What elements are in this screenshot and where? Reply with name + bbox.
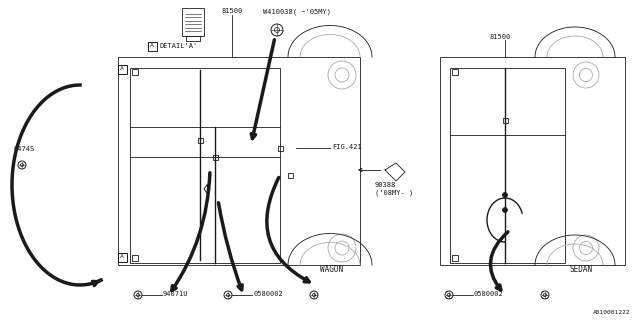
Bar — [148, 42, 157, 51]
Bar — [278, 146, 282, 150]
Bar — [118, 65, 127, 74]
Bar — [440, 57, 625, 265]
Bar — [182, 8, 204, 36]
Bar — [130, 68, 280, 263]
Bar — [450, 68, 565, 263]
Bar — [132, 69, 138, 75]
Text: SEDAN: SEDAN — [570, 265, 593, 274]
Text: W410038( ~'05MY): W410038( ~'05MY) — [263, 8, 331, 14]
Text: 90388
('08MY- ): 90388 ('08MY- ) — [375, 182, 413, 196]
Text: FIG.421: FIG.421 — [332, 144, 362, 150]
Text: 0580002: 0580002 — [253, 291, 283, 297]
Text: WAGON: WAGON — [320, 265, 343, 274]
Text: DETAIL'A': DETAIL'A' — [159, 43, 197, 49]
Text: 81500: 81500 — [222, 8, 243, 14]
Text: 0580002: 0580002 — [474, 291, 504, 297]
Text: A: A — [120, 254, 124, 259]
Bar — [132, 255, 138, 261]
Bar — [186, 36, 200, 41]
Text: 81500: 81500 — [490, 34, 511, 40]
Text: A: A — [150, 43, 153, 48]
Text: A810001222: A810001222 — [593, 310, 630, 315]
Bar — [118, 57, 360, 265]
Text: 0474S: 0474S — [14, 146, 35, 152]
Bar — [198, 138, 202, 142]
Bar — [118, 253, 127, 262]
Circle shape — [502, 207, 508, 212]
Bar — [212, 155, 218, 159]
Bar — [452, 255, 458, 261]
Bar — [287, 172, 292, 178]
Bar — [502, 117, 508, 123]
Text: 94071U: 94071U — [163, 291, 189, 297]
Circle shape — [502, 193, 508, 197]
Text: A: A — [120, 66, 124, 71]
Bar — [452, 69, 458, 75]
